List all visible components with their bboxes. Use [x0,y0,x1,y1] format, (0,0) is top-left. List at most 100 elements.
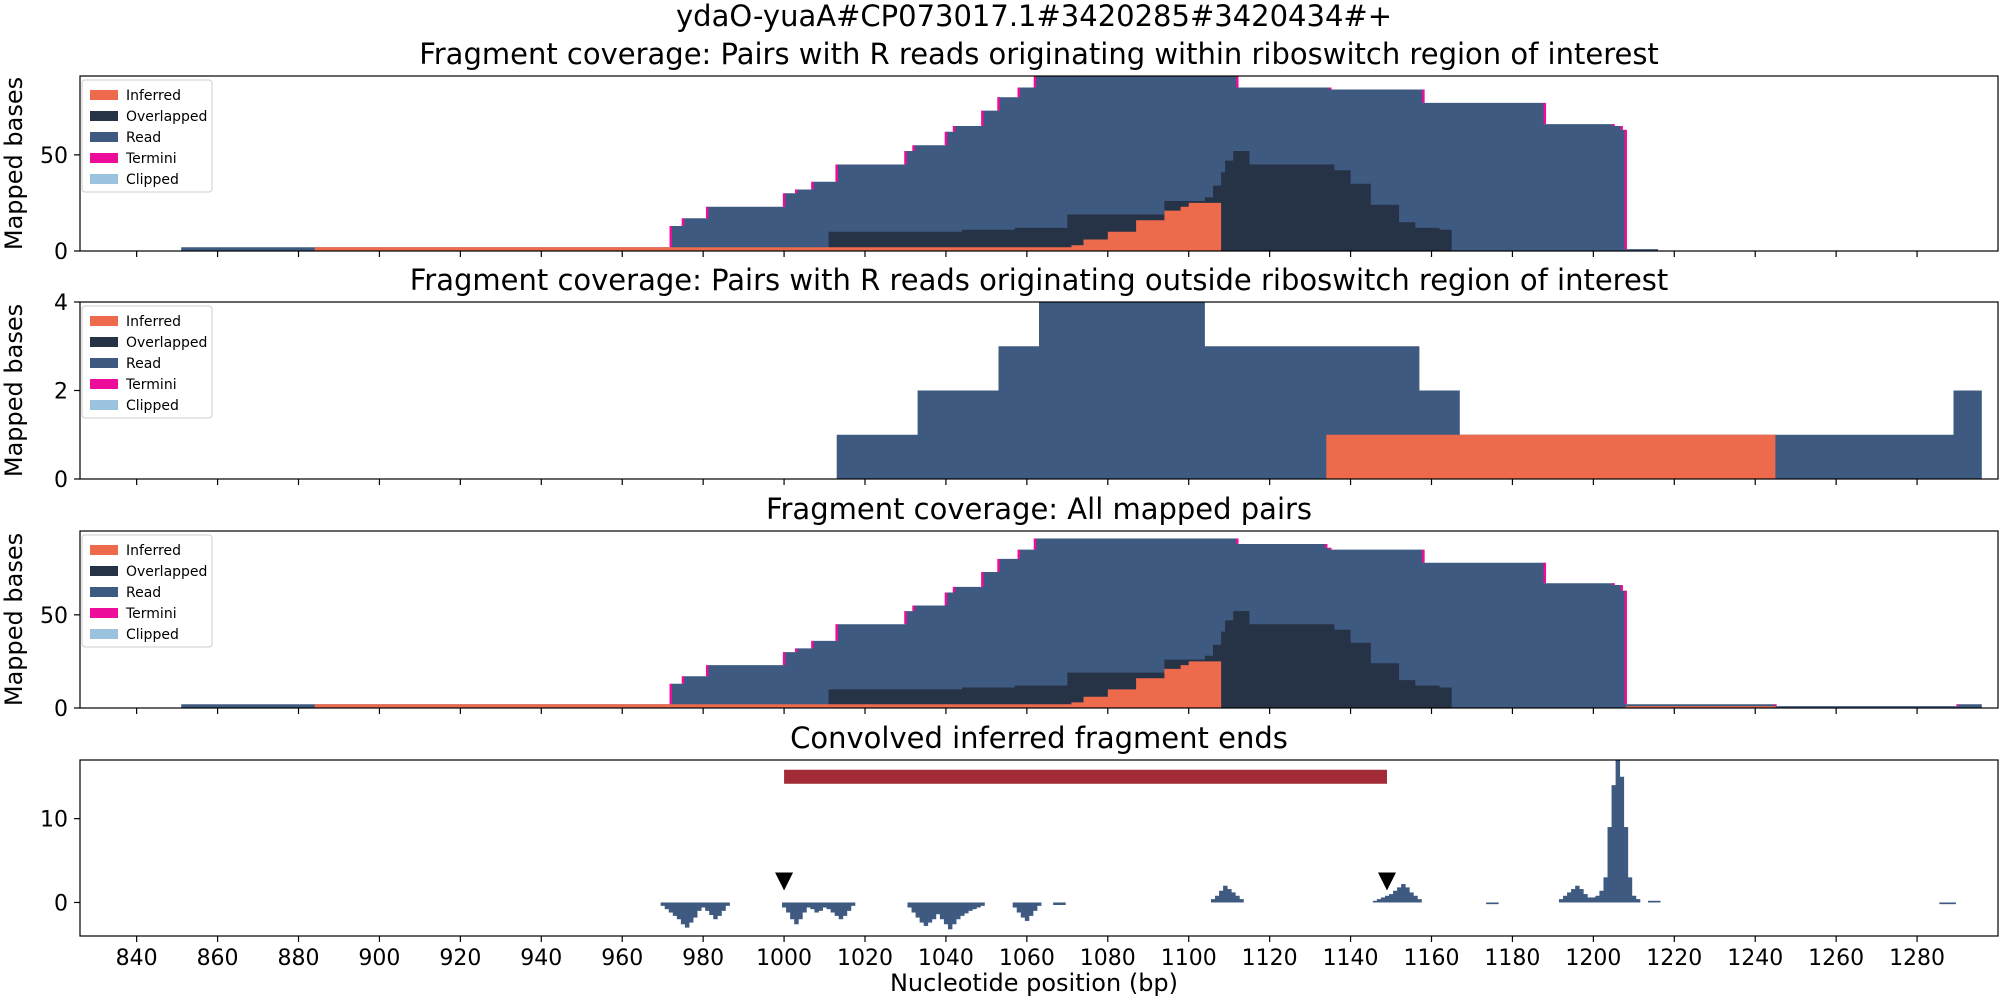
convolved-bin [1571,889,1576,903]
convolved-bin [919,902,925,923]
legend-swatch-clipped [90,629,118,639]
x-tick-label: 1260 [1808,946,1864,971]
convolved-bin [1567,892,1572,903]
boundary-marker [775,872,794,891]
convolved-bin [709,902,714,916]
legend-label-read: Read [126,130,161,146]
convolved-bin [721,902,726,911]
convolved-bin [1231,892,1236,903]
convolved-bin [976,902,981,908]
convolved-bin [964,902,969,914]
convolved-bin [660,902,666,906]
legend-swatch-clipped [90,400,118,410]
convolved-bin [664,902,670,910]
convolved-bin [1943,902,1948,905]
legend-swatch-termini [90,379,118,389]
legend-swatch-inferred [90,90,118,100]
convolved-bin [923,902,929,926]
convolved-bin [1376,899,1382,903]
figure-title: ydaO-yuaA#CP073017.1#3420285#3420434#+ [676,0,1392,33]
convolved-bin [1012,902,1018,908]
legend-swatch-termini [90,608,118,618]
plot-area [181,76,1659,251]
y-tick-label: 10 [40,808,68,833]
convolved-bin [1939,902,1944,905]
x-tick-label: 840 [116,946,158,971]
y-axis-label: Mapped bases [0,77,28,250]
legend: Inferred Overlapped Read Termini Clipped [81,534,213,648]
convolved-bin [939,902,945,920]
legend-swatch-termini [90,153,118,163]
convolved-bin [1401,884,1406,903]
convolved-bin [1490,902,1495,905]
convolved-bin [907,902,912,908]
x-tick-label: 1280 [1889,946,1945,971]
legend-label-termini: Termini [125,151,177,167]
legend-swatch-clipped [90,174,118,184]
legend-swatch-overlapped [90,566,118,576]
convolved-bin [952,902,957,925]
convolved-bin [782,902,787,908]
y-tick-label: 2 [54,380,68,405]
y-axis-label: Mapped bases [0,533,28,706]
convolved-bin [1372,900,1378,903]
convolved-bin [1239,899,1244,903]
legend-label-clipped: Clipped [126,398,179,414]
convolved-bin [1036,902,1042,906]
x-tick-label: 960 [601,946,643,971]
legend-label-clipped: Clipped [126,172,179,188]
convolved-bin [1409,892,1414,903]
convolved-bin [713,902,718,920]
convolved-bin [1020,902,1026,918]
convolved-bin [814,902,819,913]
convolved-bin [1223,885,1228,903]
series-overlapped-area [828,611,1452,708]
convolved-bin [806,902,811,908]
convolved-bin [705,902,710,911]
legend-label-inferred: Inferred [126,88,181,104]
panel-title: Fragment coverage: Pairs with R reads or… [419,37,1659,71]
convolved-bin [842,902,848,916]
x-tick-label: 1100 [1161,946,1217,971]
convolved-bin [1619,776,1625,903]
convolved-bin [911,902,916,913]
convolved-bin [798,902,803,920]
x-tick-label: 900 [358,946,400,971]
y-tick-label: 0 [54,697,68,722]
convolved-bin [1215,895,1220,903]
series-overlapped-area [828,151,1452,251]
x-tick-label: 1240 [1727,946,1783,971]
convolved-bin [1607,827,1612,903]
axes-frame [79,530,1999,709]
legend-label-read: Read [126,356,161,372]
convolved-bin [1384,895,1390,903]
legend-label-inferred: Inferred [126,314,181,330]
legend-swatch-read [90,587,118,597]
legend-label-read: Read [126,585,161,601]
convolved-bin [1053,902,1058,905]
series-read-area [836,302,1982,479]
convolved-bin [1579,889,1584,903]
convolved-bin [802,902,807,913]
convolved-bin [1652,900,1657,903]
legend-label-overlapped: Overlapped [126,109,207,125]
convolved-bin [826,902,832,910]
convolved-bin [1603,877,1608,903]
convolved-bin [980,902,985,906]
x-tick-label: 1000 [756,946,812,971]
panel-title: Fragment coverage: All mapped pairs [766,492,1312,526]
series-inferred-area [314,661,1222,708]
x-tick-label: 1220 [1646,946,1702,971]
convolved-bin [1417,899,1422,903]
series-inferred-area [1326,434,1776,479]
legend-swatch-read [90,132,118,142]
convolved-bin [1024,902,1030,921]
convolved-bin [846,902,852,911]
convolved-bin [1575,885,1580,903]
convolved-bin [688,902,694,923]
panels: Fragment coverage: Pairs with R reads or… [0,37,1999,971]
convolved-bin [1393,890,1398,903]
legend-label-termini: Termini [125,377,177,393]
x-axis-label: Nucleotide position (bp) [890,969,1178,997]
panel-title: Convolved inferred fragment ends [790,721,1288,755]
